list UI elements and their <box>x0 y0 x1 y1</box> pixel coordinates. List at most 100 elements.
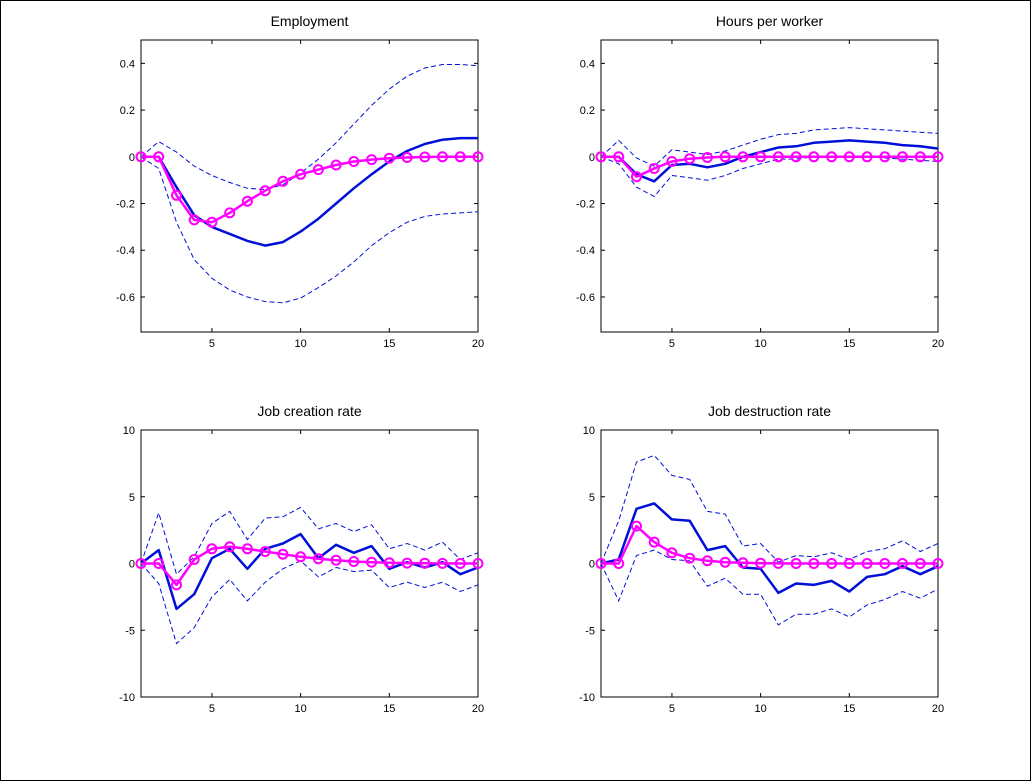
employment-model-point <box>224 207 236 219</box>
job-creation-rate-model-point <box>206 543 218 555</box>
job-destruction-rate-model-point <box>861 558 873 569</box>
job-destruction-rate-model-line <box>601 524 938 565</box>
hours-per-worker-model-point <box>843 151 855 163</box>
job-creation-rate-model-point <box>383 557 395 569</box>
employment-model-point <box>153 151 165 163</box>
job-creation-rate-model-point <box>366 556 378 568</box>
employment-xtick-label: 5 <box>209 338 215 350</box>
employment-model-point <box>241 195 253 207</box>
job-creation-rate-model-point <box>454 558 466 569</box>
job-destruction-rate-model-point <box>897 558 908 569</box>
job-creation-rate-model-point <box>348 556 360 567</box>
hours-per-worker-ytick-label: 0.4 <box>580 58 595 70</box>
job-creation-rate-model-point <box>401 557 413 569</box>
employment-model-point <box>188 214 200 226</box>
hours-per-worker-model-point <box>595 151 607 163</box>
job-creation-rate-model-line <box>141 545 478 587</box>
job-destruction-rate-ytick-label: 5 <box>589 492 595 504</box>
employment-confidence-band-line <box>140 64 479 191</box>
job-creation-rate-xtick-label: 5 <box>209 703 215 715</box>
employment-model-point <box>401 152 413 163</box>
hours-per-worker-xtick-label: 5 <box>669 338 675 350</box>
hours-per-worker-ytick-label: 0 <box>589 152 595 164</box>
hours-per-worker-model-point <box>755 151 767 163</box>
employment-axes-box <box>140 39 479 333</box>
chart-hours-per-worker: Hours per worker 5 10 15 20 -0.6 -0.4 -0.2 0 0.2 0… <box>576 13 944 350</box>
job-destruction-rate-model-point <box>631 520 642 532</box>
hours-per-worker-model-point <box>701 152 713 163</box>
job-creation-rate-ytick-label: 10 <box>123 425 135 437</box>
job-creation-rate-model-point <box>330 554 342 566</box>
hours-per-worker-xtick-label: 10 <box>755 338 767 350</box>
job-destruction-rate-model-point <box>595 558 607 569</box>
job-creation-rate-xtick-label: 10 <box>295 703 307 715</box>
hours-per-worker-irf-line <box>601 139 939 183</box>
hours-per-worker-ytick-label: -0.6 <box>576 292 595 304</box>
job-destruction-rate-model-point <box>843 558 855 569</box>
hours-per-worker-model-point <box>719 151 731 163</box>
job-destruction-rate-ytick-label: 10 <box>583 425 595 437</box>
employment-model-line <box>141 155 478 224</box>
hours-per-worker-model-point <box>684 153 696 165</box>
employment-ytick-label: 0.2 <box>120 105 135 117</box>
employment-model-point <box>312 164 324 176</box>
job-destruction-rate-model-point <box>808 558 820 569</box>
employment-model-point <box>366 154 378 166</box>
employment-model-point <box>206 216 218 228</box>
job-destruction-rate-model-point <box>666 547 678 559</box>
hours-per-worker-model-point <box>808 151 820 163</box>
hours-per-worker-model-point <box>790 151 802 163</box>
hours-per-worker-model-point <box>932 151 944 163</box>
employment-xtick-label: 10 <box>295 338 307 350</box>
hours-per-worker-model-point <box>613 151 625 163</box>
job-destruction-rate-model-point <box>914 558 926 569</box>
job-destruction-rate-ytick-label: 0 <box>589 559 595 571</box>
employment-ytick-label: -0.6 <box>116 292 135 304</box>
chart-job-creation-rate: Job creation rate 5 10 15 20 -10 -5 0 5 10 <box>119 403 484 715</box>
job-creation-rate-model-point <box>472 558 484 569</box>
hours-per-worker-model-point <box>861 151 873 163</box>
job-creation-rate-ytick-label: -10 <box>119 692 135 704</box>
job-creation-rate-model-point <box>171 579 182 591</box>
job-creation-rate-title: Job creation rate <box>257 403 361 419</box>
job-destruction-rate-model-point <box>772 557 784 569</box>
job-creation-rate-model-point <box>437 557 448 569</box>
hours-per-worker-model-point <box>897 151 908 163</box>
job-creation-rate-model-point <box>224 541 236 553</box>
employment-model-point <box>383 152 395 164</box>
job-creation-rate-confidence-band-line <box>140 506 479 576</box>
job-creation-rate-model-point <box>259 546 271 557</box>
job-destruction-rate-irf-line <box>600 502 939 595</box>
job-creation-rate-confidence-band-line <box>140 560 479 645</box>
chart-employment: Employment 5 10 15 20 -0.6 -0.4 -0.2 0 0.2 0.4 <box>116 13 484 350</box>
job-destruction-rate-model-point <box>684 552 696 564</box>
hours-per-worker-xtick-label: 20 <box>932 338 944 350</box>
employment-model-point <box>419 151 431 163</box>
job-destruction-rate-xtick-label: 10 <box>755 703 767 715</box>
job-destruction-rate-title: Job destruction rate <box>708 403 831 419</box>
hours-per-worker-model-point <box>914 151 926 163</box>
hours-per-worker-model-point <box>666 156 678 167</box>
job-creation-rate-model-point <box>295 551 307 563</box>
job-destruction-rate-model-point <box>701 555 713 567</box>
hours-per-worker-model-point <box>631 171 642 183</box>
job-destruction-rate-model-point <box>737 557 749 569</box>
hours-per-worker-ytick-label: -0.4 <box>576 245 595 257</box>
job-creation-rate-model-point <box>312 553 324 565</box>
job-destruction-rate-confidence-band-line <box>600 549 939 626</box>
hours-per-worker-ytick-label: -0.2 <box>576 199 595 211</box>
job-destruction-rate-xtick-label: 20 <box>932 703 944 715</box>
job-destruction-rate-model-point <box>932 558 944 569</box>
employment-model-point <box>348 156 360 167</box>
employment-ytick-label: -0.2 <box>116 199 135 211</box>
job-destruction-rate-model-point <box>879 558 891 569</box>
hours-per-worker-model-point <box>879 151 891 163</box>
job-destruction-rate-xtick-label: 15 <box>843 703 855 715</box>
job-destruction-rate-ytick-label: -10 <box>579 692 595 704</box>
job-creation-rate-xtick-label: 20 <box>472 703 484 715</box>
employment-model-point <box>277 175 289 187</box>
employment-ytick-label: 0 <box>129 152 135 164</box>
employment-ytick-label: 0.4 <box>120 58 135 70</box>
employment-model-point <box>259 185 271 197</box>
